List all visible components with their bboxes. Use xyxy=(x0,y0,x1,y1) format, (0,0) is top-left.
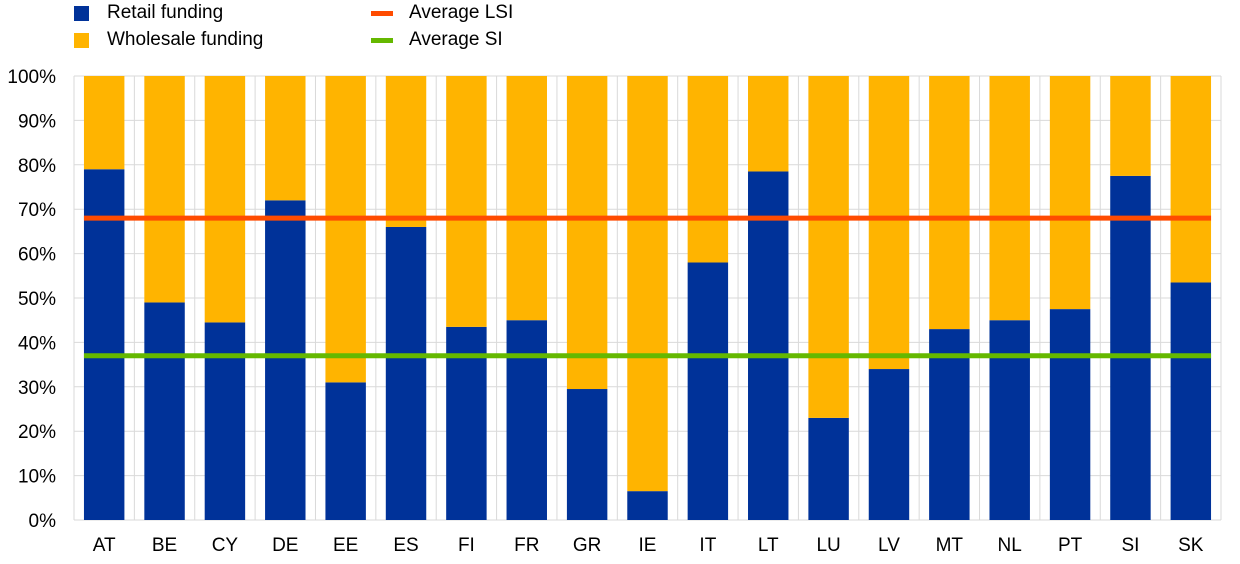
x-tick-label: LT xyxy=(758,535,779,556)
bar-wholesale-funding-gr xyxy=(566,76,608,390)
legend-swatch-wholesale-funding xyxy=(74,32,89,48)
y-tick-label: 100% xyxy=(7,67,56,88)
bar-retail-funding-lt xyxy=(748,171,789,520)
bar-retail-funding-ee xyxy=(325,382,366,520)
x-tick-label: LU xyxy=(816,535,840,556)
x-tick-label: AT xyxy=(93,535,116,556)
x-tick-label: CY xyxy=(212,535,239,556)
x-tick-label: EE xyxy=(333,535,358,556)
y-tick-label: 60% xyxy=(18,245,56,266)
chart-legend: Retail funding Wholesale funding Average… xyxy=(0,0,1240,60)
x-tick-label: NL xyxy=(998,535,1022,556)
x-tick-label: GR xyxy=(573,535,602,556)
bar-retail-funding-fi xyxy=(446,326,487,520)
y-tick-label: 90% xyxy=(18,111,56,132)
x-tick-label: FR xyxy=(514,535,539,556)
y-tick-label: 10% xyxy=(18,467,56,488)
legend-swatch-average-lsi xyxy=(371,10,393,16)
legend-item-average-si: Average SI xyxy=(371,29,503,51)
bar-retail-funding-lv xyxy=(868,369,910,520)
x-tick-label: LV xyxy=(878,535,900,556)
bar-wholesale-funding-sk xyxy=(1170,76,1212,283)
x-tick-label: PT xyxy=(1058,535,1083,556)
legend-swatch-retail-funding xyxy=(74,5,89,21)
bar-wholesale-funding-ie xyxy=(627,76,668,492)
x-tick-label: IE xyxy=(639,535,657,556)
x-tick-label: DE xyxy=(272,535,298,556)
bar-retail-funding-nl xyxy=(989,320,1030,520)
bar-retail-funding-it xyxy=(687,262,729,520)
bar-wholesale-funding-be xyxy=(144,76,185,303)
legend-swatch-average-si xyxy=(371,37,393,43)
legend-item-retail-funding: Retail funding xyxy=(74,2,223,24)
x-tick-label: ES xyxy=(393,535,418,556)
bar-wholesale-funding-ee xyxy=(325,76,366,383)
legend-label-retail-funding: Retail funding xyxy=(107,2,224,23)
bar-retail-funding-pt xyxy=(1049,309,1091,520)
bar-wholesale-funding-lu xyxy=(808,76,849,418)
bar-wholesale-funding-cy xyxy=(204,76,246,323)
legend-label-average-lsi: Average LSI xyxy=(409,2,514,23)
x-tick-label: SK xyxy=(1178,535,1204,556)
x-tick-label: IT xyxy=(699,535,716,556)
bar-retail-funding-fr xyxy=(506,320,547,520)
bar-retail-funding-cy xyxy=(204,322,246,520)
bar-wholesale-funding-si xyxy=(1110,76,1151,176)
bar-retail-funding-de xyxy=(265,200,306,520)
bar-wholesale-funding-pt xyxy=(1049,76,1091,310)
bar-wholesale-funding-mt xyxy=(929,76,970,330)
legend-label-average-si: Average SI xyxy=(409,29,503,50)
legend-item-wholesale-funding: Wholesale funding xyxy=(74,29,263,51)
legend-item-average-lsi: Average LSI xyxy=(371,2,513,24)
y-tick-label: 70% xyxy=(18,200,56,221)
bar-wholesale-funding-nl xyxy=(989,76,1030,321)
bar-retail-funding-si xyxy=(1110,175,1151,520)
bar-retail-funding-ie xyxy=(627,491,668,520)
bar-wholesale-funding-it xyxy=(687,76,729,263)
bar-wholesale-funding-es xyxy=(385,76,427,227)
y-tick-label: 80% xyxy=(18,156,56,177)
y-tick-label: 30% xyxy=(18,378,56,399)
y-tick-label: 20% xyxy=(18,422,56,443)
bar-wholesale-funding-fi xyxy=(446,76,487,327)
y-tick-label: 50% xyxy=(18,289,56,310)
bar-retail-funding-mt xyxy=(929,329,970,520)
x-tick-label: BE xyxy=(152,535,177,556)
bar-retail-funding-gr xyxy=(566,389,608,520)
y-tick-label: 40% xyxy=(18,333,56,354)
bar-retail-funding-lu xyxy=(808,417,849,520)
bar-retail-funding-sk xyxy=(1170,282,1212,520)
legend-label-wholesale-funding: Wholesale funding xyxy=(107,29,264,50)
bar-wholesale-funding-at xyxy=(83,76,125,170)
x-tick-label: MT xyxy=(936,535,964,556)
y-tick-label: 0% xyxy=(29,511,57,532)
bar-wholesale-funding-lt xyxy=(748,76,789,172)
bar-retail-funding-es xyxy=(385,226,427,520)
x-tick-label: SI xyxy=(1121,535,1139,556)
bar-retail-funding-be xyxy=(144,302,185,520)
x-tick-label: FI xyxy=(458,535,475,556)
bar-retail-funding-at xyxy=(83,169,125,521)
bar-wholesale-funding-lv xyxy=(868,76,910,370)
bar-wholesale-funding-de xyxy=(265,76,306,201)
bar-wholesale-funding-fr xyxy=(506,76,547,321)
